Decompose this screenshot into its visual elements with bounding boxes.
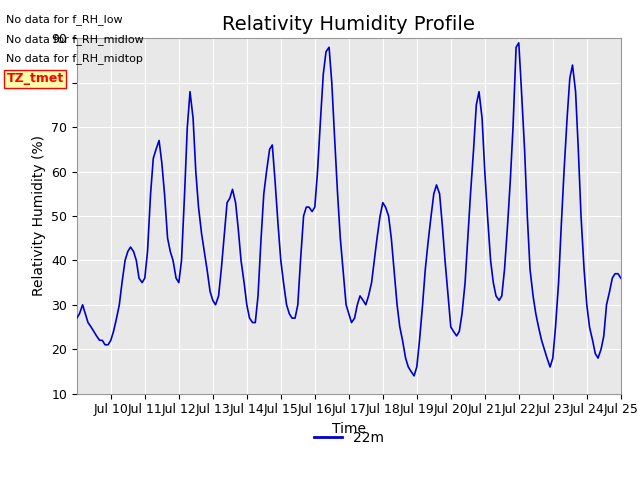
- Text: TZ_tmet: TZ_tmet: [6, 72, 63, 85]
- Legend: 22m: 22m: [308, 425, 389, 451]
- Text: No data for f_RH_low: No data for f_RH_low: [6, 14, 123, 25]
- X-axis label: Time: Time: [332, 422, 366, 436]
- Y-axis label: Relativity Humidity (%): Relativity Humidity (%): [31, 135, 45, 297]
- Text: No data for f_RH_midlow: No data for f_RH_midlow: [6, 34, 144, 45]
- Text: No data for f_RH_midtop: No data for f_RH_midtop: [6, 53, 143, 64]
- Title: Relativity Humidity Profile: Relativity Humidity Profile: [222, 15, 476, 34]
